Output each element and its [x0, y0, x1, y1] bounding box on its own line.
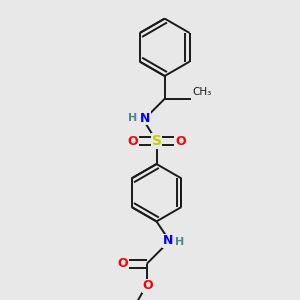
Text: O: O [128, 135, 138, 148]
Text: CH₃: CH₃ [192, 88, 212, 98]
Text: O: O [143, 280, 153, 292]
Text: O: O [175, 135, 186, 148]
Text: N: N [163, 235, 173, 248]
Text: S: S [152, 134, 161, 148]
Text: O: O [118, 257, 128, 270]
Text: N: N [140, 112, 150, 124]
Text: H: H [128, 113, 138, 123]
Text: H: H [176, 237, 184, 247]
